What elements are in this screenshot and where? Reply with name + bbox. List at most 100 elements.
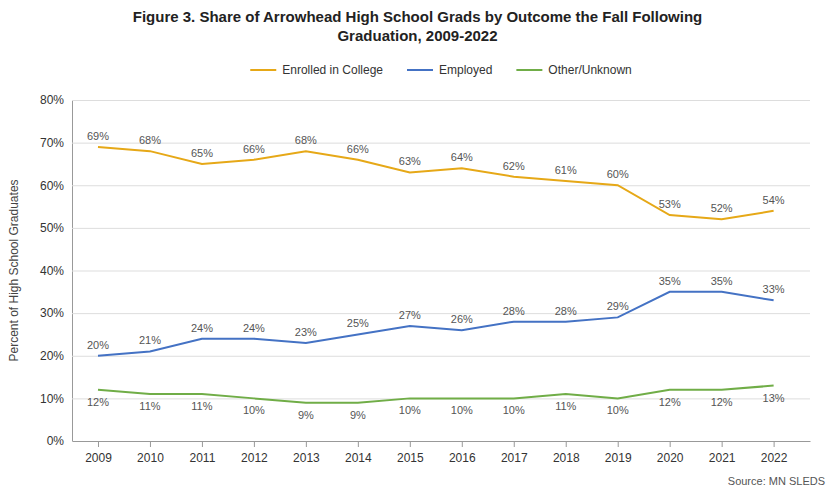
- y-tick: 30%: [40, 306, 810, 320]
- series-line: [98, 292, 774, 356]
- y-grid-line: [72, 228, 810, 229]
- data-label: 10%: [451, 404, 473, 416]
- y-tick: 40%: [40, 264, 810, 278]
- data-label: 66%: [243, 143, 265, 155]
- x-tick-line: [670, 441, 671, 447]
- x-tick-line: [254, 441, 255, 447]
- data-label: 28%: [503, 305, 525, 317]
- x-tick-label: 2017: [501, 451, 528, 465]
- data-label: 9%: [350, 409, 366, 421]
- x-tick-label: 2009: [85, 451, 112, 465]
- y-tick-label: 80%: [40, 93, 64, 107]
- data-label: 64%: [451, 151, 473, 163]
- data-label: 52%: [711, 202, 733, 214]
- data-label: 12%: [659, 396, 681, 408]
- data-label: 12%: [87, 396, 109, 408]
- x-tick-label: 2018: [553, 451, 580, 465]
- y-tick: 60%: [40, 179, 810, 193]
- data-label: 65%: [191, 147, 213, 159]
- data-label: 54%: [763, 194, 785, 206]
- plot: 0%10%20%30%40%50%60%70%80%20092010201120…: [7, 93, 811, 464]
- y-axis-title: Percent of High School Graduates: [7, 179, 21, 361]
- data-label: 60%: [607, 168, 629, 180]
- lines: [98, 147, 774, 403]
- data-label: 23%: [295, 326, 317, 338]
- x-tick-label: 2020: [657, 451, 684, 465]
- x-tick-line: [514, 441, 515, 447]
- data-label: 10%: [243, 404, 265, 416]
- y-tick-label: 30%: [40, 306, 64, 320]
- x-tick: 2011: [190, 441, 216, 465]
- title-line: Graduation, 2009-2022: [337, 27, 497, 44]
- y-grid-line: [72, 441, 810, 442]
- x-tick-line: [358, 441, 359, 447]
- x-tick: 2015: [397, 441, 424, 465]
- y-tick-label: 20%: [40, 349, 64, 363]
- x-tick: 2013: [293, 441, 320, 465]
- x-tick-line: [202, 441, 203, 447]
- data-label: 61%: [555, 164, 577, 176]
- legend-item: Employed: [407, 63, 492, 77]
- x-tick: 2017: [501, 441, 528, 465]
- series-line: [98, 147, 774, 219]
- data-label: 68%: [295, 134, 317, 146]
- x-tick-label: 2022: [761, 451, 788, 465]
- y-tick-label: 60%: [40, 179, 64, 193]
- legend-label: Other/Unknown: [548, 63, 631, 77]
- y-axis: 0%10%20%30%40%50%60%70%80%: [40, 93, 810, 448]
- data-label: 63%: [399, 155, 421, 167]
- x-axis: 2009 2010 2011 2012 2013 2014 2015 2016 2017 2018…: [73, 441, 811, 465]
- data-labels: 69% 68% 65% 66% 68% 66% 63% 64% 62% 61% 60% 53% 52% 5…: [87, 130, 785, 421]
- x-tick-line: [462, 441, 463, 447]
- data-label: 68%: [139, 134, 161, 146]
- data-label: 13%: [763, 392, 785, 404]
- data-label: 26%: [451, 313, 473, 325]
- y-tick: 80%: [40, 93, 810, 107]
- y-tick-label: 70%: [40, 136, 64, 150]
- x-tick-label: 2011: [190, 451, 216, 465]
- data-label: 35%: [711, 275, 733, 287]
- legend-swatch: [516, 69, 542, 71]
- x-tick-line: [618, 441, 619, 447]
- x-tick-label: 2015: [397, 451, 424, 465]
- x-tick-line: [722, 441, 723, 447]
- x-tick-label: 2019: [605, 451, 632, 465]
- x-tick: 2012: [241, 441, 268, 465]
- x-tick: 2020: [657, 441, 684, 465]
- data-label: 11%: [555, 400, 576, 412]
- x-tick-label: 2010: [137, 451, 164, 465]
- data-label: 10%: [503, 404, 525, 416]
- x-tick-label: 2013: [293, 451, 320, 465]
- y-tick-label: 50%: [40, 221, 64, 235]
- data-label: 53%: [659, 198, 681, 210]
- x-tick-label: 2021: [709, 451, 736, 465]
- y-grid-line: [72, 356, 810, 357]
- data-label: 35%: [659, 275, 681, 287]
- data-label: 28%: [555, 305, 577, 317]
- x-tick-line: [306, 441, 307, 447]
- data-label: 62%: [503, 160, 525, 172]
- x-tick: 2009: [85, 441, 112, 465]
- title: Figure 3. Share of Arrowhead High School…: [133, 8, 703, 44]
- data-label: 69%: [87, 130, 109, 142]
- chart: Figure 3. Share of Arrowhead High School…: [0, 0, 835, 493]
- data-label: 66%: [347, 143, 369, 155]
- legend-swatch: [407, 69, 433, 71]
- x-axis-line: [73, 441, 811, 442]
- legend-swatch: [250, 69, 276, 71]
- y-grid-line: [72, 185, 810, 186]
- y-tick: 50%: [40, 221, 810, 235]
- x-tick-label: 2012: [241, 451, 268, 465]
- y-grid-line: [72, 271, 810, 272]
- data-label: 25%: [347, 317, 369, 329]
- annotation: Source: MN SLEDS: [728, 475, 825, 487]
- data-label: 10%: [607, 404, 629, 416]
- x-tick: 2016: [449, 441, 476, 465]
- data-label: 11%: [191, 400, 212, 412]
- x-tick: 2014: [345, 441, 372, 465]
- data-label: 20%: [87, 339, 109, 351]
- x-tick: 2018: [553, 441, 580, 465]
- data-label: 29%: [607, 300, 629, 312]
- x-tick: 2010: [137, 441, 164, 465]
- x-tick-line: [150, 441, 151, 447]
